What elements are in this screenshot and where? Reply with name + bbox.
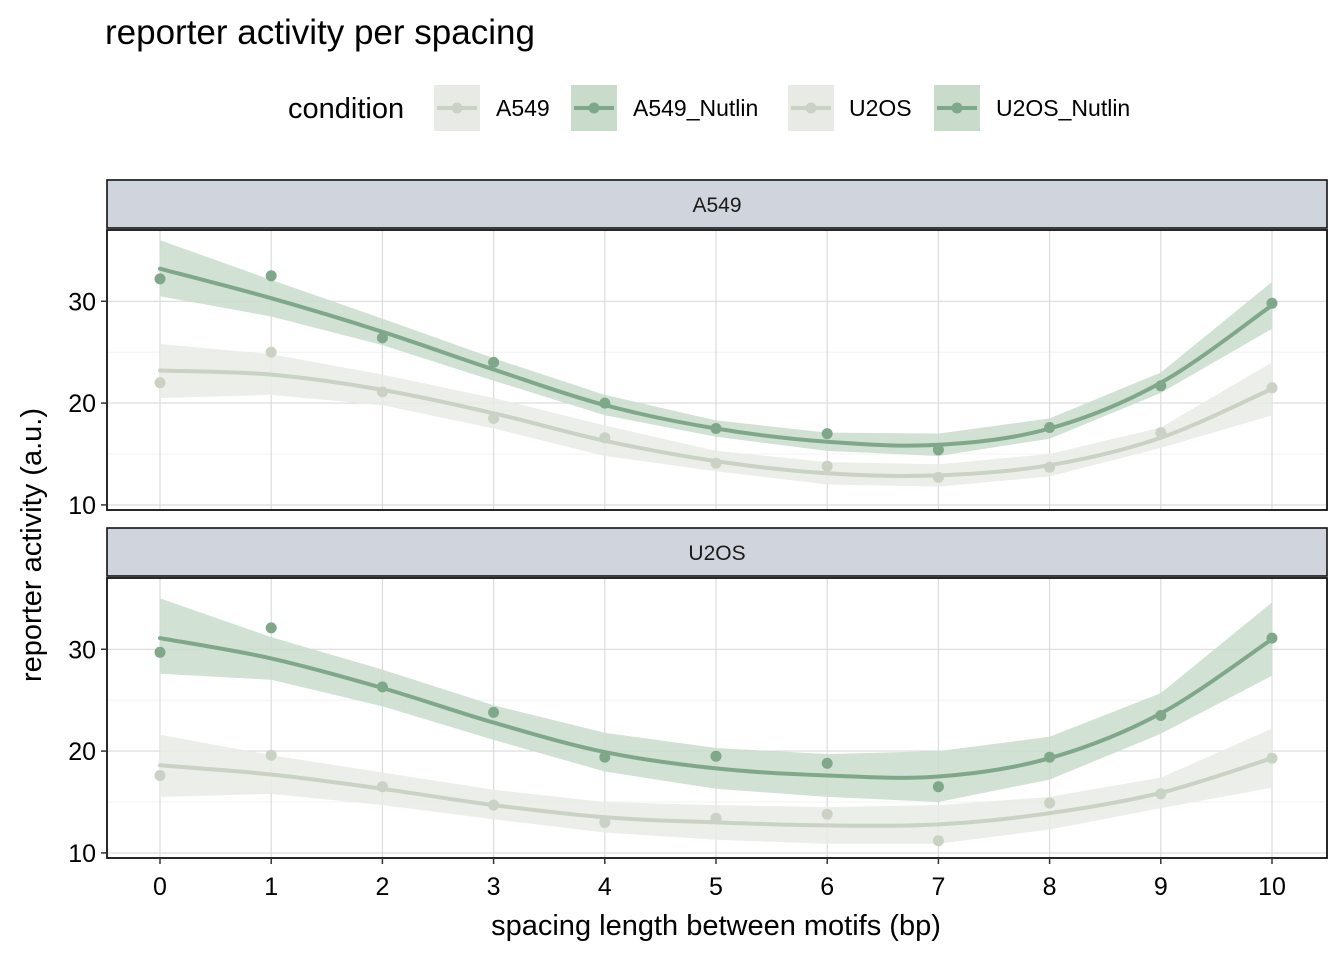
data-point-a549-nutlin: [376, 332, 388, 344]
panel-border: [106, 577, 1328, 859]
legend-key-u2os: U2OS: [788, 85, 912, 131]
data-point-a549: [1044, 461, 1056, 473]
y-axis: 10 20 30: [68, 636, 107, 868]
legend: condition A549 A549_Nutlin U2OS U2OS_Nutlin: [288, 85, 1130, 131]
panel-u2os: U2OS 10 20 30: [68, 527, 1328, 868]
ci-band-u2os: [160, 728, 1272, 844]
x-tick-label: 6: [820, 873, 834, 901]
legend-key-a549: A549: [434, 85, 550, 131]
legend-key-u2os-nutlin: U2OS_Nutlin: [934, 85, 1130, 131]
data-point-a549: [265, 346, 277, 358]
data-point-u2os: [376, 781, 388, 793]
legend-label: U2OS: [849, 95, 912, 121]
data-point-a549: [710, 457, 722, 469]
data-point-a549-nutlin: [599, 397, 611, 409]
ci-band-u2os-nutlin: [160, 598, 1272, 802]
facet-strip: [106, 527, 1328, 577]
y-axis: 10 20 30: [68, 288, 107, 520]
y-tick-label: 10: [68, 840, 96, 868]
data-point-a549: [154, 377, 166, 389]
x-tick-label: 5: [709, 873, 723, 901]
smooth-line-u2os-nutlin: [158, 636, 1274, 780]
data-point-a549: [599, 432, 611, 444]
data-point-a549: [821, 460, 833, 472]
data-point-a549-nutlin: [265, 270, 277, 282]
y-axis-title: reporter activity (a.u.): [16, 408, 48, 682]
data-point-a549-nutlin: [710, 423, 722, 434]
x-axis: 0 1 2 3 4 5 6 7 8 9 10: [153, 858, 1286, 901]
x-tick-label: 9: [1154, 873, 1168, 901]
data-point-u2os: [710, 812, 722, 824]
data-point-u2os: [821, 808, 833, 820]
data-point-a549-nutlin: [932, 444, 944, 456]
data-point-u2os-nutlin: [1044, 751, 1056, 763]
x-tick-label: 2: [375, 873, 389, 901]
data-point-a549-nutlin: [488, 356, 500, 368]
data-point-u2os: [1266, 752, 1278, 764]
data-point-u2os-nutlin: [154, 646, 166, 658]
data-point-u2os-nutlin: [1155, 710, 1167, 721]
data-point-u2os: [932, 835, 944, 847]
x-tick-label: 8: [1043, 873, 1057, 901]
data-point-u2os-nutlin: [265, 622, 277, 634]
facet-strip: [106, 179, 1328, 229]
x-tick-label: 0: [153, 873, 167, 901]
data-point-a549: [488, 412, 500, 424]
y-tick-label: 10: [68, 492, 96, 520]
chart-title: reporter activity per spacing: [105, 13, 535, 52]
legend-label: U2OS_Nutlin: [996, 95, 1130, 121]
panel-a549: A549 10 20 30: [68, 179, 1328, 520]
data-point-a549-nutlin: [1266, 297, 1278, 309]
data-point-u2os-nutlin: [821, 757, 833, 769]
y-tick-label: 30: [68, 288, 96, 316]
data-point-a549: [376, 386, 388, 398]
data-point-u2os-nutlin: [710, 750, 722, 762]
legend-label: A549: [496, 95, 550, 121]
panel-border: [106, 229, 1328, 511]
y-tick-label: 30: [68, 636, 96, 664]
y-tick-label: 20: [68, 390, 96, 418]
x-tick-label: 4: [598, 873, 612, 901]
data-point-u2os: [154, 770, 166, 781]
legend-title: condition: [288, 93, 404, 125]
data-point-a549: [1155, 427, 1167, 439]
facet-strip-label: U2OS: [688, 542, 745, 565]
data-point-u2os-nutlin: [932, 781, 944, 793]
data-point-u2os: [1044, 797, 1056, 809]
x-tick-label: 1: [264, 873, 278, 901]
x-tick-label: 10: [1258, 873, 1286, 901]
data-point-a549-nutlin: [1155, 380, 1167, 392]
data-point-a549-nutlin: [1044, 422, 1056, 433]
legend-label: A549_Nutlin: [633, 95, 758, 121]
data-point-a549: [932, 471, 944, 483]
data-point-u2os: [265, 749, 277, 761]
data-point-a549-nutlin: [154, 273, 166, 285]
legend-key-a549-nutlin: A549_Nutlin: [571, 85, 758, 131]
x-tick-label: 3: [487, 873, 501, 901]
data-point-u2os-nutlin: [599, 751, 611, 763]
data-point-u2os: [1155, 788, 1167, 800]
data-point-u2os: [599, 816, 611, 828]
facet-strip-label: A549: [692, 194, 741, 217]
x-axis-title: spacing length between motifs (bp): [491, 910, 941, 942]
data-point-u2os-nutlin: [488, 706, 500, 718]
x-tick-label: 7: [931, 873, 945, 901]
data-point-a549: [1266, 382, 1278, 394]
data-point-u2os-nutlin: [376, 681, 388, 693]
y-tick-label: 20: [68, 738, 96, 766]
data-point-u2os: [488, 799, 500, 811]
data-point-u2os-nutlin: [1266, 632, 1278, 644]
data-point-a549-nutlin: [821, 428, 833, 440]
